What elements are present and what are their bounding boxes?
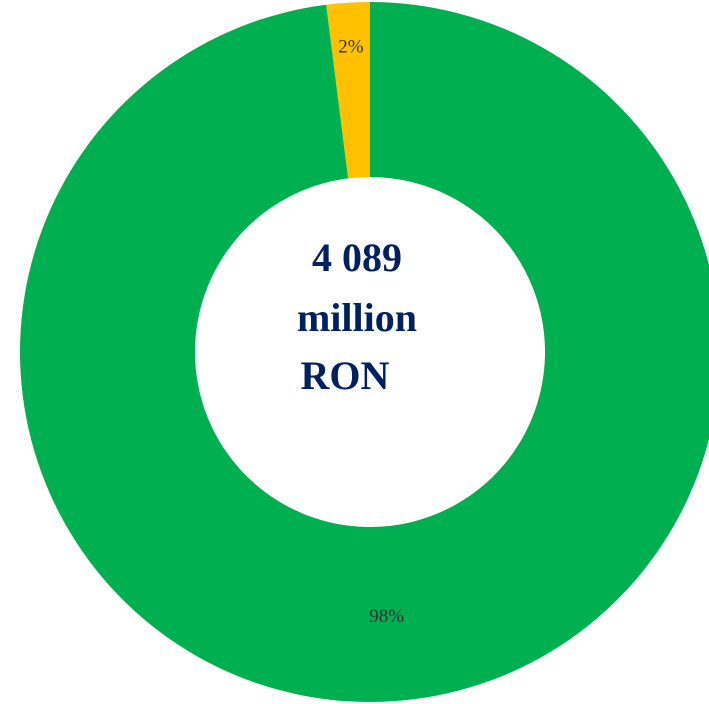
- value-label: 2%: [338, 36, 364, 57]
- center-text: million: [297, 295, 417, 340]
- donut-slice: [20, 2, 709, 702]
- center-text: 4 089: [312, 235, 402, 280]
- donut-slice: [326, 2, 370, 179]
- value-label: 98%: [369, 606, 404, 627]
- center-text: RON: [301, 353, 390, 398]
